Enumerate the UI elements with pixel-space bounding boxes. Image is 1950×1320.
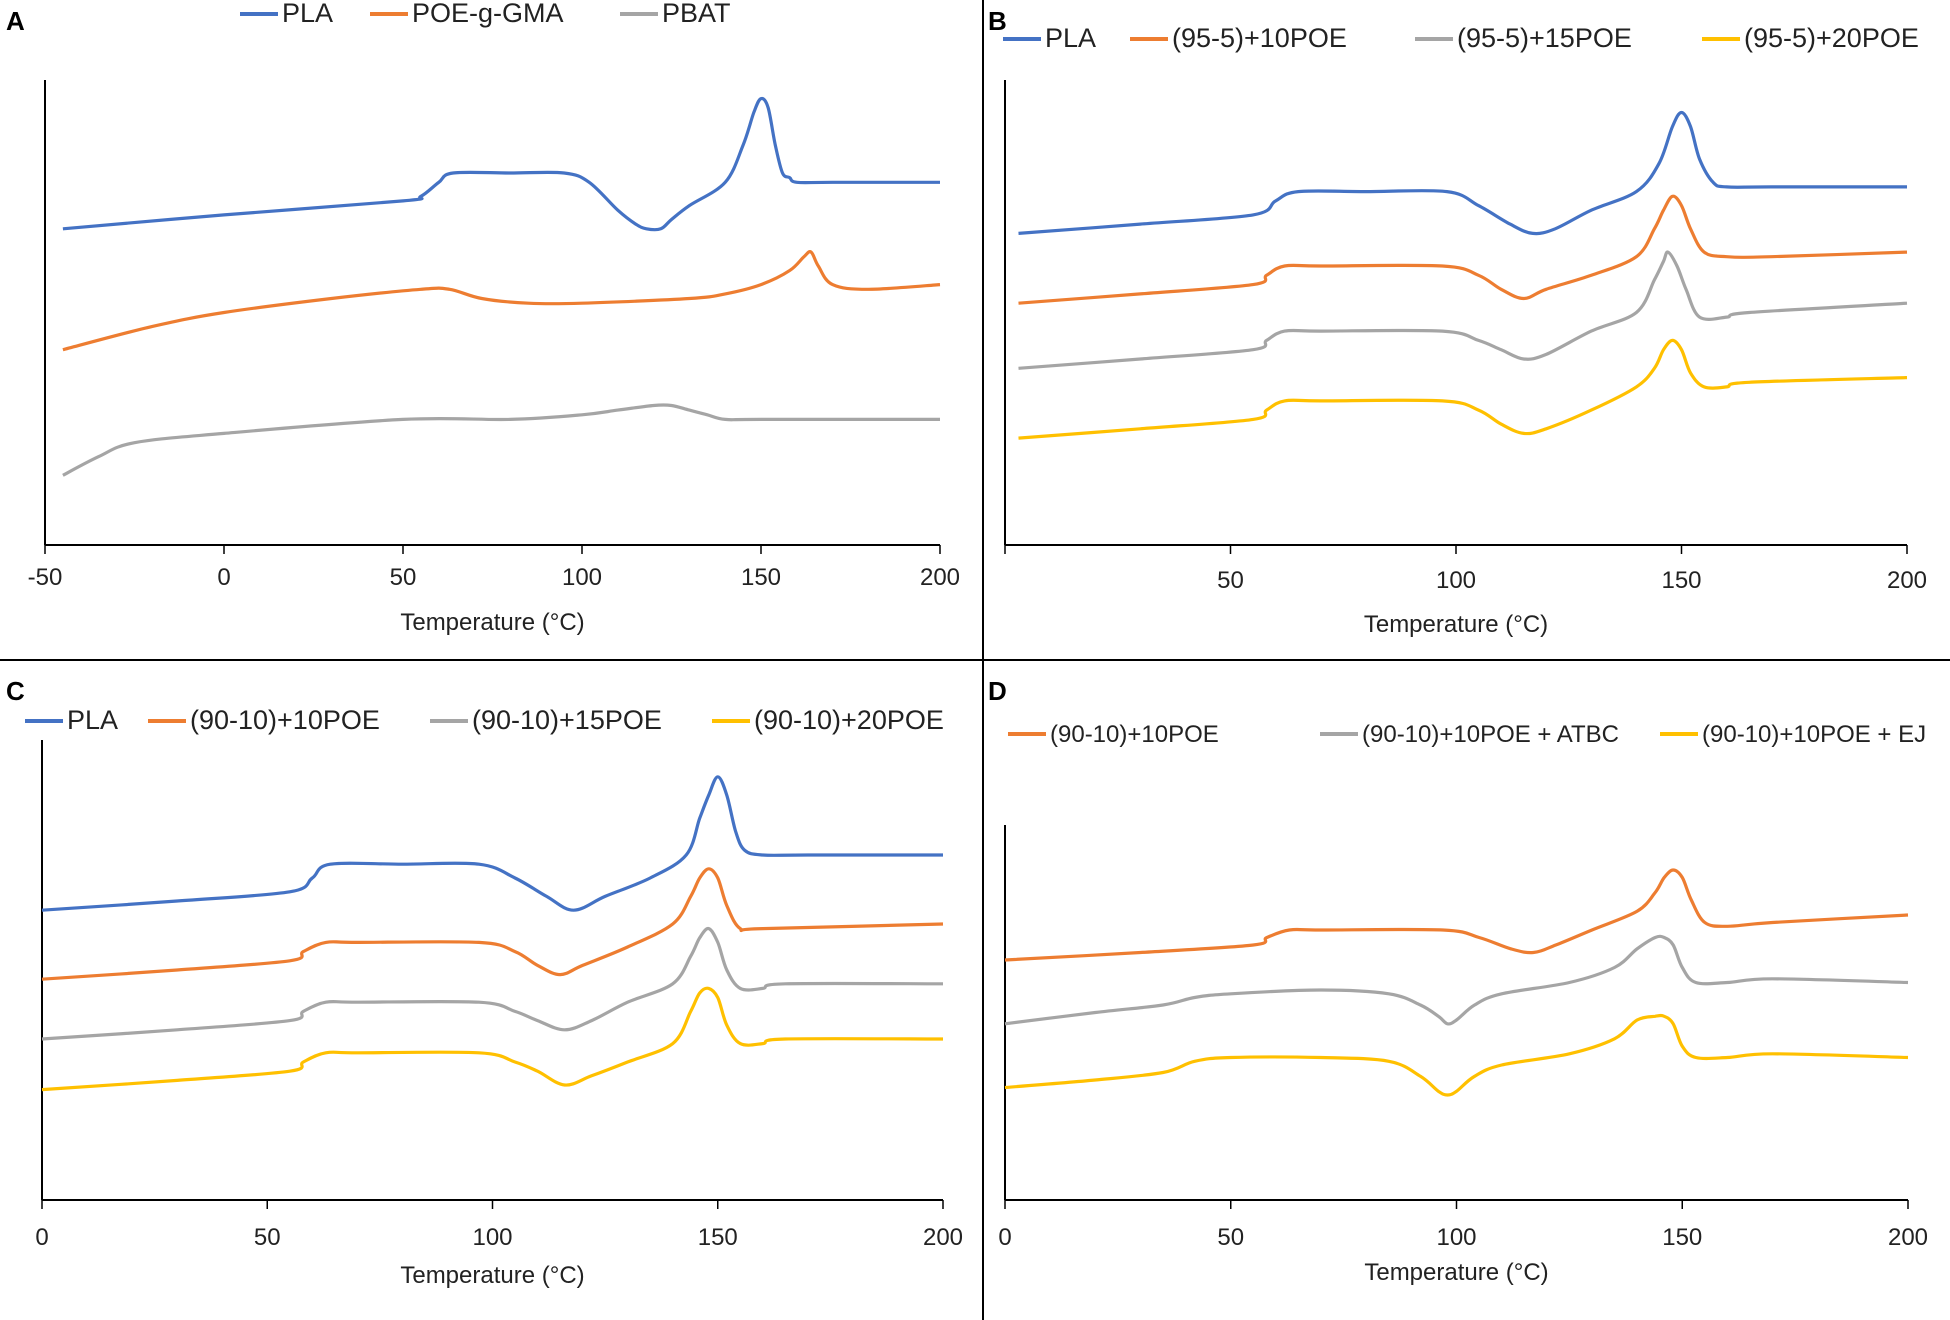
legend-label: (90-10)+10POE + EJ xyxy=(1702,721,1926,748)
x-tick-label: 0 xyxy=(217,564,230,591)
series-line-pla xyxy=(1018,110,1907,236)
series-line-poe-g-gma xyxy=(62,250,941,352)
panel-letter-b: B xyxy=(988,6,1007,36)
series-line-90-10-10poe xyxy=(41,867,944,981)
x-tick-label: 100 xyxy=(1436,1224,1476,1251)
panel-c: C 0 50 100 150 200 Temperature (°C) PLA (90-10)+… xyxy=(6,676,963,1289)
panel-letter-c: C xyxy=(6,676,25,706)
series-line-95-5-20poe xyxy=(1018,338,1908,440)
x-tick-label: 50 xyxy=(1217,567,1244,594)
legend-label: (90-10)+20POE xyxy=(754,705,944,735)
x-tick-label: -50 xyxy=(28,564,63,591)
x-tick-label: 150 xyxy=(698,1224,738,1251)
legend-label: (90-10)+10POE xyxy=(190,705,380,735)
series-line-pla xyxy=(41,775,943,912)
legend-label: PLA xyxy=(67,705,118,735)
series-line-90-10-15poe xyxy=(41,926,944,1041)
x-tick-label: 150 xyxy=(741,564,781,591)
x-tick-label: 150 xyxy=(1661,567,1701,594)
legend-label: (95-5)+15POE xyxy=(1457,23,1632,53)
x-axis-title: Temperature (°C) xyxy=(1364,1259,1548,1286)
x-tick-label: 200 xyxy=(1887,567,1927,594)
x-axis-title: Temperature (°C) xyxy=(400,609,584,636)
series-line-95-5-15poe xyxy=(1018,250,1908,370)
x-tick-label: 200 xyxy=(1888,1224,1928,1251)
series-line-90-10-10poe xyxy=(1004,868,1909,962)
series-line-90-10-10poe-ej xyxy=(1004,1013,1909,1097)
legend-label: (90-10)+10POE + ATBC xyxy=(1362,721,1619,748)
legend-label: PLA xyxy=(282,0,333,28)
x-tick-label: 50 xyxy=(390,564,417,591)
legend-label: PLA xyxy=(1045,23,1096,53)
x-tick-label: 0 xyxy=(998,1224,1011,1251)
legend-label: (90-10)+10POE xyxy=(1050,721,1219,748)
x-tick-label: 50 xyxy=(1217,1224,1244,1251)
x-axis-title: Temperature (°C) xyxy=(1364,611,1548,638)
legend-label: (95-5)+10POE xyxy=(1172,23,1347,53)
series-line-90-10-20poe xyxy=(41,986,944,1092)
x-tick-label: 0 xyxy=(35,1224,48,1251)
panel-a: A -50 0 50 100 150 200 Temperature (°C) PLA POE-g… xyxy=(6,0,960,636)
legend-label: (90-10)+15POE xyxy=(472,705,662,735)
series-line-pla xyxy=(62,96,940,232)
panel-b: B 50 100 150 200 Temperature (°C) PLA (95-5)+10… xyxy=(988,6,1927,638)
x-tick-label: 100 xyxy=(472,1224,512,1251)
x-tick-label: 50 xyxy=(254,1224,281,1251)
x-tick-label: 100 xyxy=(1436,567,1476,594)
panel-letter-d: D xyxy=(988,676,1007,706)
x-tick-label: 150 xyxy=(1662,1224,1702,1251)
series-line-95-5-10poe xyxy=(1018,194,1908,305)
series-line-90-10-10poe-atbc xyxy=(1004,934,1909,1026)
x-tick-label: 100 xyxy=(562,564,602,591)
series-line-pbat xyxy=(62,403,940,477)
legend-label: POE-g-GMA xyxy=(412,0,564,28)
panel-d: D 0 50 100 150 200 Temperature (°C) (90-10)+10P… xyxy=(988,676,1928,1286)
legend-label: PBAT xyxy=(662,0,731,28)
x-axis-title: Temperature (°C) xyxy=(400,1262,584,1289)
x-tick-label: 200 xyxy=(923,1224,963,1251)
legend-label: (95-5)+20POE xyxy=(1744,23,1919,53)
panel-letter-a: A xyxy=(6,6,25,36)
x-tick-label: 200 xyxy=(920,564,960,591)
